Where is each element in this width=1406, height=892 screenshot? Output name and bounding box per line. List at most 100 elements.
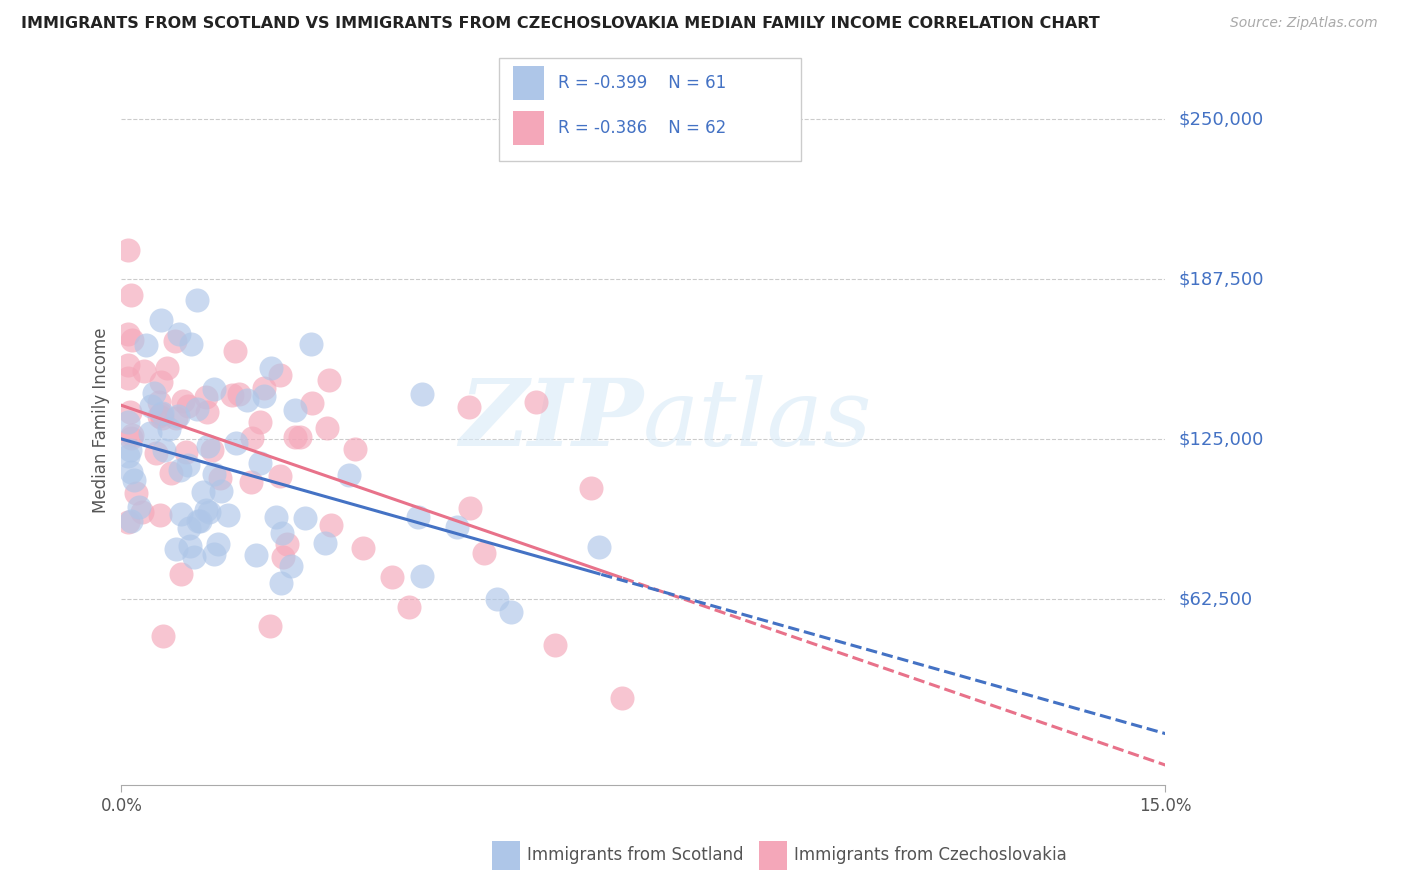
Point (148, 409, 170, 423)
Point (122, 473, 145, 487)
Point (167, 409, 190, 423)
Point (271, 525, 294, 540)
Text: atlas: atlas (644, 375, 873, 465)
Point (224, 344, 246, 359)
Point (319, 518, 342, 533)
Point (249, 457, 271, 471)
Point (406, 510, 429, 524)
Point (139, 425, 162, 440)
Point (446, 520, 468, 534)
Point (221, 388, 243, 402)
Point (117, 359, 139, 373)
Point (180, 337, 202, 351)
Point (149, 375, 172, 389)
Point (197, 505, 219, 519)
Point (209, 471, 232, 485)
Point (176, 444, 198, 458)
Point (337, 467, 360, 482)
Point (381, 570, 404, 584)
Text: $250,000: $250,000 (1180, 110, 1264, 128)
Point (524, 394, 547, 409)
Point (128, 500, 150, 514)
Point (190, 514, 212, 528)
Point (588, 540, 610, 554)
Point (117, 450, 139, 464)
Point (544, 638, 567, 652)
Point (145, 446, 167, 460)
Point (172, 393, 194, 408)
Text: $125,000: $125,000 (1180, 430, 1264, 448)
Point (411, 569, 433, 583)
Point (280, 559, 302, 574)
Point (121, 333, 143, 347)
Point (159, 466, 181, 480)
Point (249, 415, 271, 429)
Point (120, 514, 142, 528)
Point (152, 629, 174, 643)
Point (245, 548, 267, 562)
Point (352, 541, 374, 555)
Point (225, 436, 247, 450)
Point (177, 521, 200, 535)
Point (269, 469, 291, 483)
Point (165, 541, 187, 556)
Point (228, 387, 250, 401)
Point (118, 443, 141, 458)
Point (204, 548, 226, 562)
Point (207, 537, 229, 551)
Point (169, 327, 191, 342)
Point (458, 400, 481, 414)
Point (253, 381, 276, 395)
Point (239, 475, 262, 489)
Point (169, 463, 191, 477)
Point (195, 405, 218, 419)
Point (120, 287, 142, 301)
Point (501, 606, 523, 620)
Point (186, 401, 208, 416)
Point (131, 505, 153, 519)
Point (150, 410, 173, 425)
Y-axis label: Median Family Income: Median Family Income (93, 327, 110, 513)
Point (264, 509, 287, 524)
Point (202, 382, 225, 396)
Point (259, 361, 281, 376)
Point (118, 404, 141, 418)
Point (314, 536, 336, 550)
Point (209, 484, 232, 499)
Point (117, 244, 139, 258)
Point (288, 430, 311, 444)
Point (187, 515, 209, 529)
Point (117, 415, 139, 429)
Point (259, 619, 281, 633)
Point (170, 507, 193, 521)
Text: R = -0.386    N = 62: R = -0.386 N = 62 (558, 119, 727, 136)
Point (411, 387, 433, 401)
Point (472, 545, 495, 559)
Point (121, 428, 143, 442)
Point (240, 431, 263, 445)
Point (117, 371, 139, 385)
Point (269, 368, 291, 382)
Point (236, 392, 259, 407)
Point (343, 442, 366, 456)
Point (143, 386, 166, 401)
Point (141, 399, 163, 413)
Point (294, 511, 316, 525)
Point (165, 411, 187, 425)
Text: Source: ZipAtlas.com: Source: ZipAtlas.com (1230, 16, 1378, 30)
Point (318, 373, 340, 387)
Point (485, 592, 508, 607)
Point (183, 549, 205, 564)
Point (177, 399, 200, 413)
Point (179, 539, 201, 553)
Point (253, 389, 276, 403)
Point (170, 566, 193, 581)
Point (217, 508, 239, 522)
Point (197, 439, 219, 453)
Point (201, 442, 224, 457)
Point (398, 600, 420, 615)
Point (150, 406, 173, 420)
Point (284, 430, 307, 444)
Point (276, 537, 298, 551)
Point (460, 501, 482, 516)
